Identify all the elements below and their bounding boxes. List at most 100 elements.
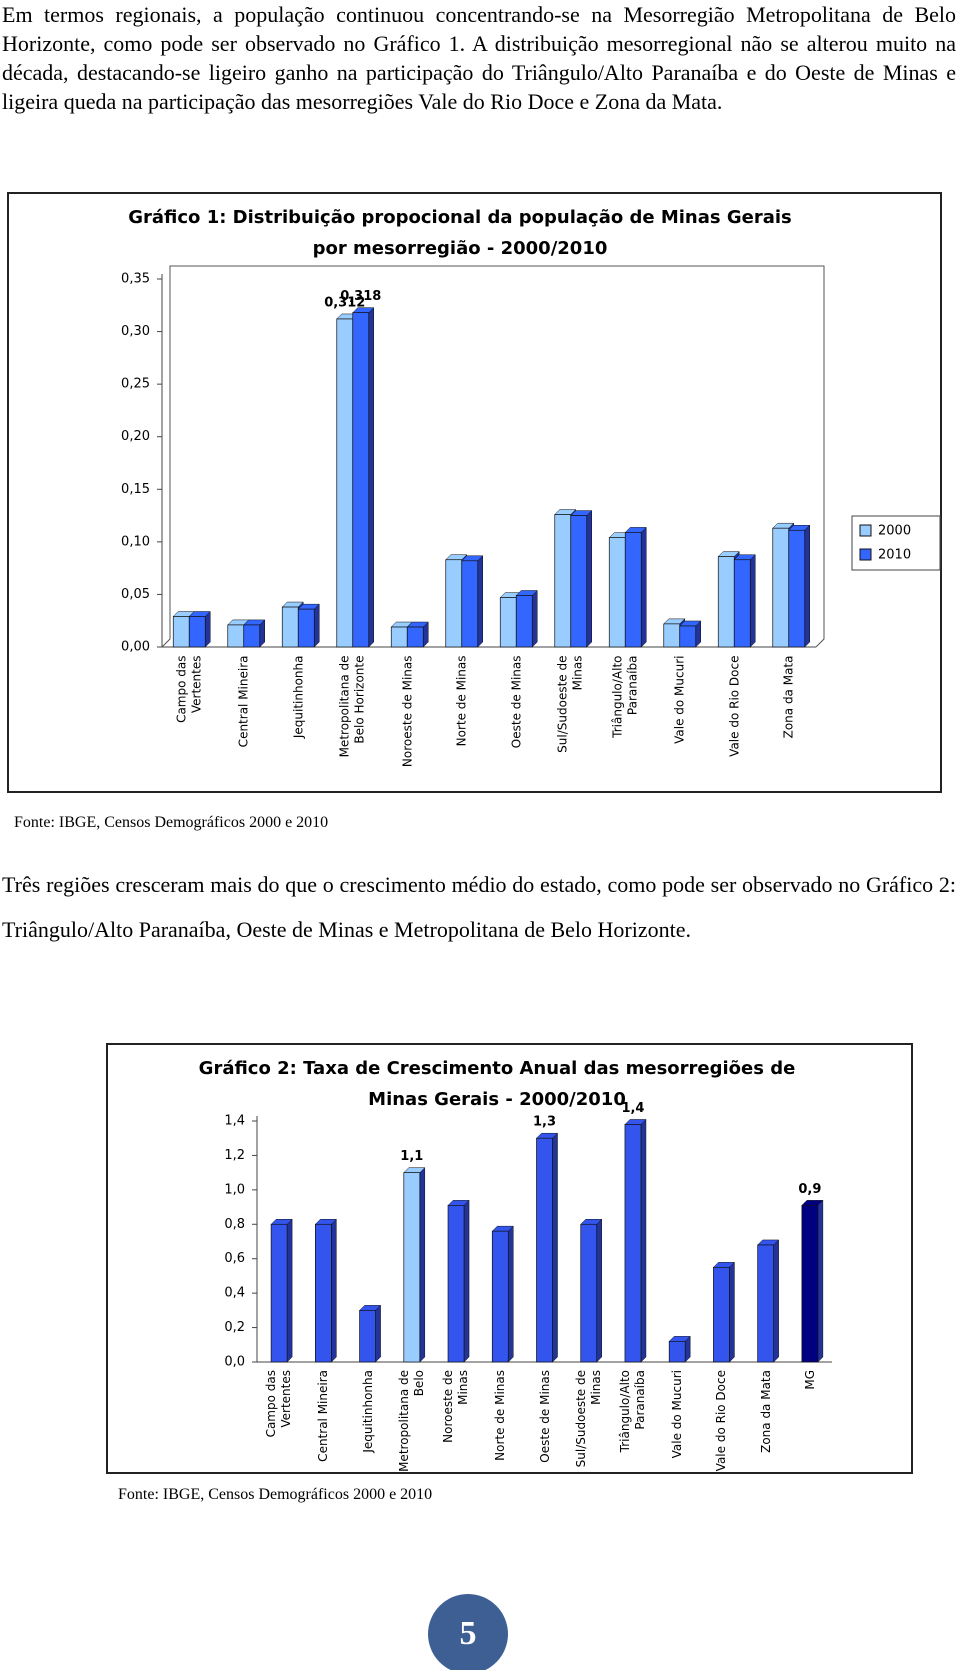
source: Fonte: IBGE, Censos Demográficos 2000 e … [14,814,329,831]
x-tick-label: Norte de Minas [492,1370,507,1461]
bar-depth [552,1132,558,1363]
x-tick-label: MG [802,1370,817,1390]
bar [461,560,479,648]
legend-label: 2010 [878,548,911,563]
bar-depth [419,1167,426,1363]
bar-depth [463,1199,470,1363]
x-tick-label: Vale do Mucuri [672,655,687,744]
bar [352,312,370,648]
x-tick-label: Metropolitana de Belo Horizonte [337,655,367,757]
bar [679,625,697,648]
y-tick-label: 1,2 [224,1148,245,1163]
y-tick-label: 0,2 [224,1320,245,1335]
y-tick-label: 0,6 [224,1251,245,1266]
y-tick-label: 0,0 [224,1355,245,1370]
bar [788,529,806,648]
bar [243,624,261,648]
data-label: 0,9 [798,1182,821,1197]
bar [336,318,354,648]
bar [801,1205,819,1363]
x-tick-label: Metropolitana de Belo [396,1370,426,1472]
bar [624,1124,642,1363]
bar [390,626,408,648]
bar-depth [773,1239,779,1363]
bar-depth [804,524,810,648]
x-tick-label: Zona da Mata [781,655,796,738]
bar [281,606,299,648]
bar [536,1137,553,1363]
bar [580,1223,598,1363]
bar [172,616,190,648]
bar [570,515,588,648]
bar-depth [586,509,592,648]
bar [713,1266,730,1363]
bar-depth [314,603,320,648]
source: Fonte: IBGE, Censos Demográficos 2000 e … [118,1486,433,1503]
y-tick-label: 0,00 [121,640,150,655]
paragraph: Três regiões cresceram mais do que o cre… [2,872,956,942]
y-tick-label: 0,15 [121,482,150,497]
bar [668,1340,686,1363]
x-tick-label: Jequitinhonha [290,655,305,738]
chart-title: Gráfico 1: Distribuição propocional da p… [128,207,792,259]
data-label: 1,1 [400,1149,423,1164]
x-tick-label: Oeste de Minas [508,655,523,748]
bar [663,623,681,648]
y-tick-label: 1,4 [224,1114,245,1129]
bar [491,1230,509,1363]
bar-depth [532,589,538,648]
back-wall [161,265,825,648]
legend-label: 2000 [878,524,911,539]
bar [757,1244,775,1363]
bar [772,527,790,648]
y-tick-label: 0,05 [121,587,150,602]
bar-depth [286,1218,293,1363]
bar [406,626,424,648]
bar-depth [640,1118,647,1363]
bar-depth [750,554,756,648]
bar-depth [596,1218,602,1363]
x-tick-label: Zona da Mata [758,1370,773,1453]
bar-depth [368,307,374,648]
bar [403,1172,421,1363]
x-tick-label: Norte de Minas [454,655,469,746]
bar-depth [477,555,483,648]
y-tick-label: 0,35 [121,272,150,287]
data-label: 0,312 [324,295,365,310]
y-tick-label: 0,20 [121,429,150,444]
y-tick-label: 0,4 [224,1286,245,1301]
bar-depth [375,1304,381,1363]
bar-depth [205,610,211,648]
chart-title: Gráfico 2: Taxa de Crescimento Anual das… [198,1058,796,1110]
x-tick-label: Jequitinhonha [360,1370,375,1453]
data-label: 0,318 [340,289,381,304]
page-number: 5 [428,1594,508,1670]
bar-depth [641,526,647,648]
bar [624,532,642,648]
chart: 0,0 0,2 0,4 0,6 0,8 1,0 1,2 1,4 1,1 1,3 1,4 0,9 [224,1101,832,1370]
bar [554,514,572,648]
bar [499,597,517,648]
bar [314,1223,332,1363]
bar [359,1310,376,1363]
x-tick-label: Sul/Sudoeste de Minas [555,655,585,753]
paragraph: Em termos regionais, a população continu… [2,2,956,114]
x-tick-label: Vale do Rio Doce [713,1370,728,1472]
bar [608,537,626,648]
bar [270,1223,288,1363]
bar [515,595,533,648]
bar-depth [817,1199,824,1363]
x-tick-label: Noroeste de Minas [441,1370,471,1443]
x-tick-label: Central Mineira [236,655,251,747]
x-tick-label: Triângulo/Alto Paranaíba [617,1370,647,1453]
x-tick-label: Triângulo/Alto Paranaíba [610,655,640,738]
bar [297,608,315,648]
bar [733,559,751,648]
bar [188,616,206,648]
bar [447,1205,465,1363]
x-tick-label: Campo das Vertentes [264,1370,294,1438]
x-tick-label: Sul/Sudoeste de Minas [573,1370,603,1468]
data-label: 1,3 [533,1115,556,1130]
bar [717,556,735,648]
